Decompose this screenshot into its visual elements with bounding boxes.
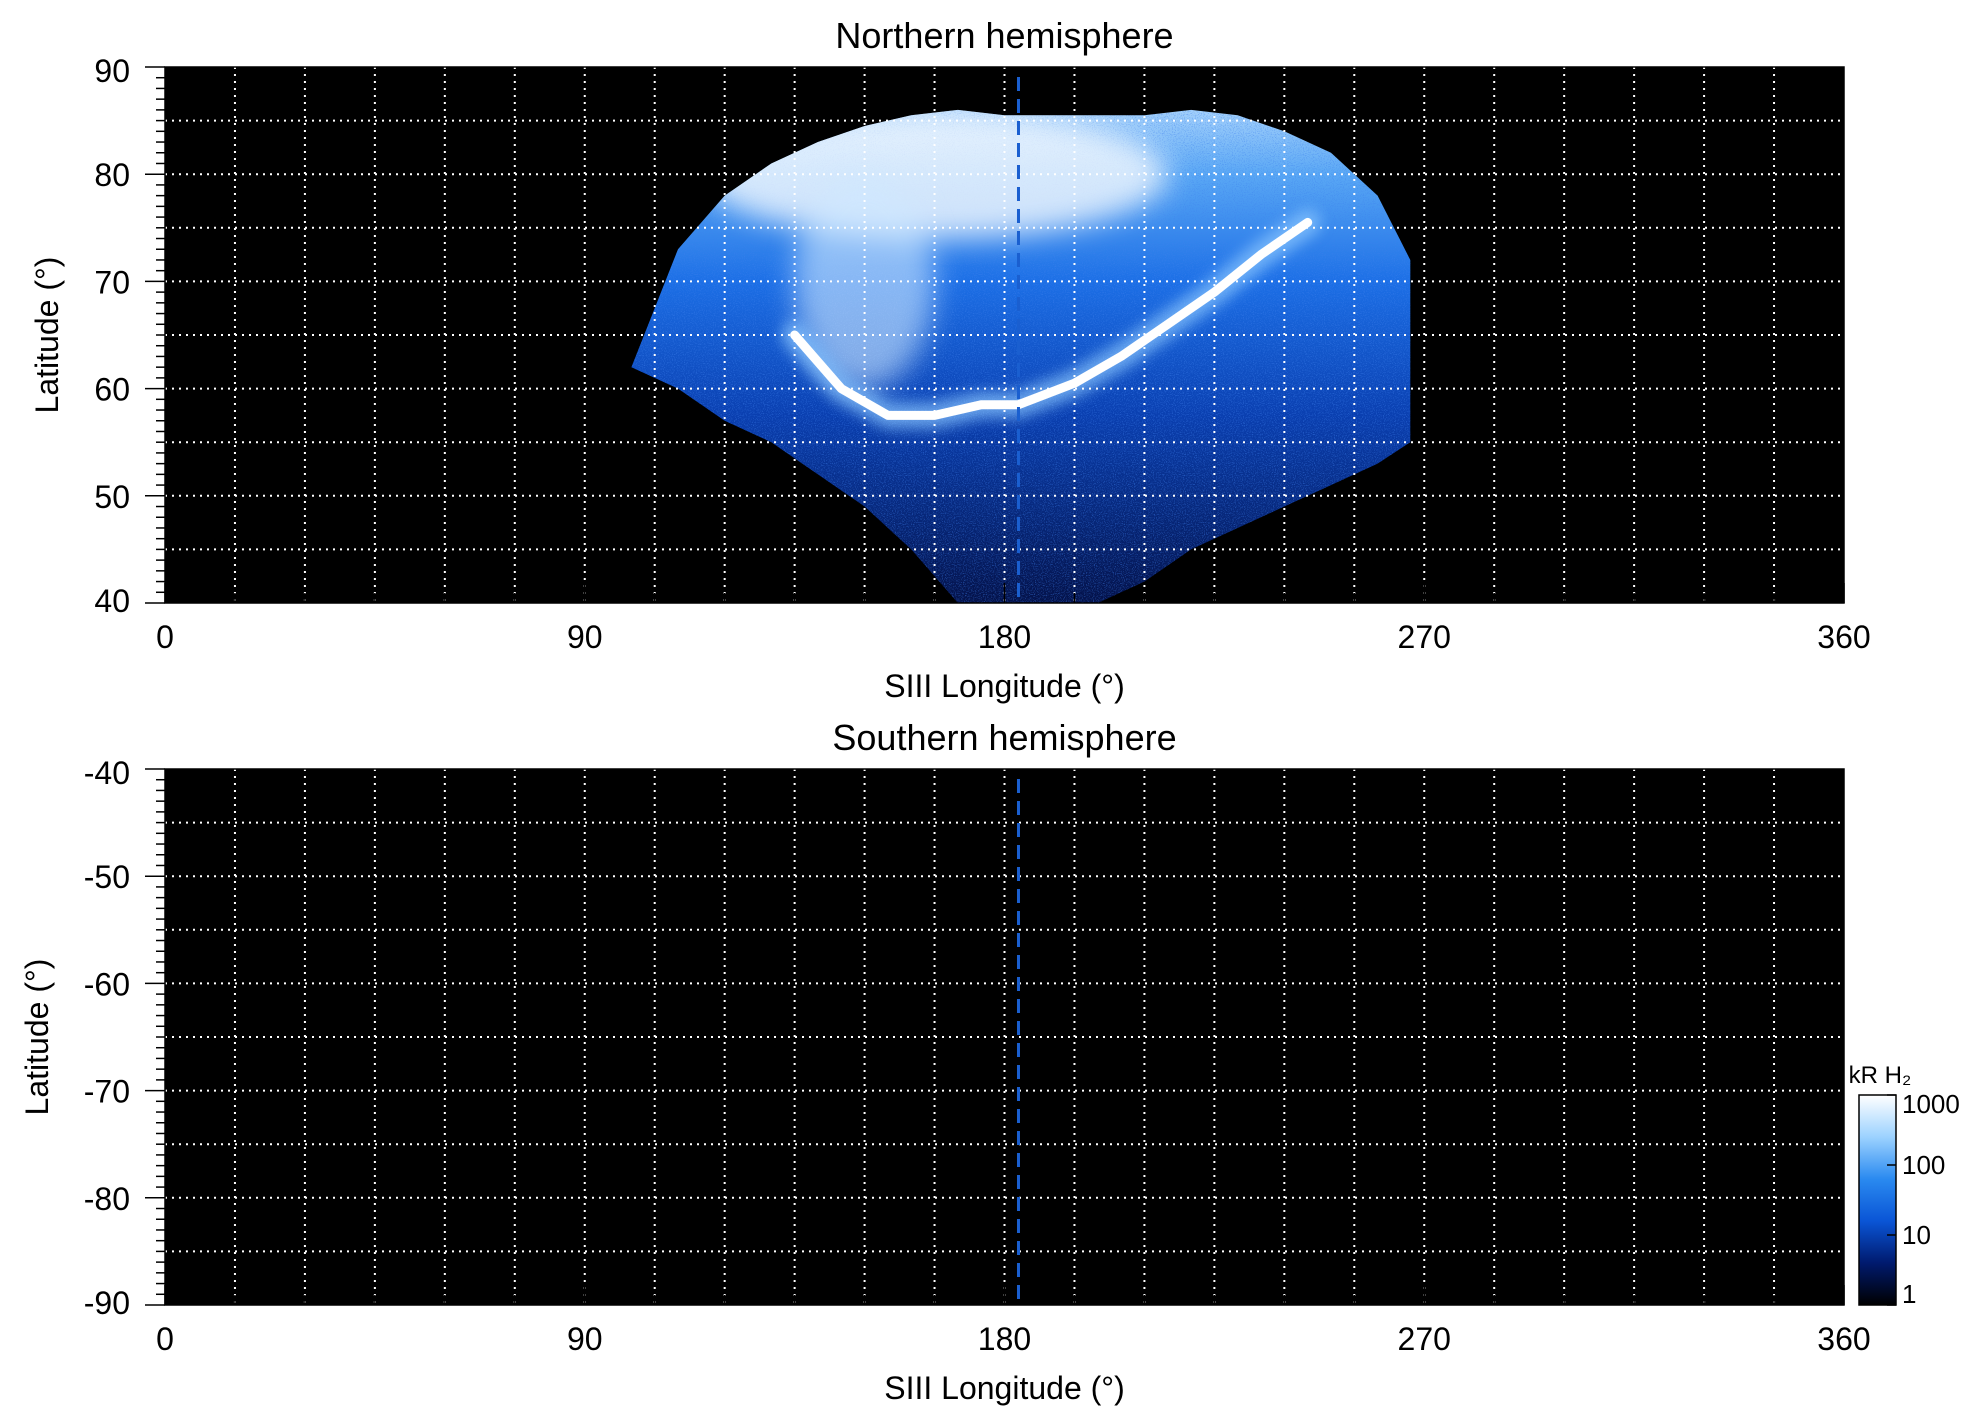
x-tick-label: 0: [156, 1321, 174, 1357]
y-tick-label: 90: [94, 53, 130, 89]
north-x-axis: 0 90 180 270 360: [156, 583, 1871, 655]
y-tick-label: -40: [84, 755, 130, 791]
x-tick-label: 0: [156, 619, 174, 655]
north-x-axis-label: SIII Longitude (°): [884, 668, 1124, 704]
north-y-axis: 40 50 60 70 80 90: [94, 53, 165, 619]
colorbar-label: kR H₂: [1849, 1062, 1912, 1089]
y-tick-label: -50: [84, 859, 130, 895]
x-tick-label: 180: [978, 619, 1031, 655]
x-tick-label: 360: [1817, 619, 1870, 655]
y-tick-label: 60: [94, 372, 130, 408]
south-grid: [165, 769, 1844, 1305]
y-tick-label: 50: [94, 479, 130, 515]
colorbar-ticks: 1000 100 10 1: [1887, 1089, 1960, 1309]
colorbar-gradient: [1858, 1094, 1897, 1306]
main-oval: [790, 217, 1313, 420]
north-emission-map: [631, 109, 1411, 603]
x-tick-label: 90: [567, 1321, 603, 1357]
y-tick-label: -70: [84, 1074, 130, 1110]
y-tick-label: 80: [94, 157, 130, 193]
south-title: Southern hemisphere: [832, 717, 1176, 758]
north-title: Northern hemisphere: [835, 15, 1173, 56]
south-x-axis-label: SIII Longitude (°): [884, 1370, 1124, 1406]
polar-spot: [794, 174, 935, 389]
emission-region: [631, 109, 1411, 603]
y-tick-label: -80: [84, 1181, 130, 1217]
colorbar-tick-label: 10: [1902, 1220, 1931, 1250]
x-tick-label: 270: [1398, 1321, 1451, 1357]
colorbar-tick-label: 1000: [1902, 1089, 1960, 1119]
south-x-axis: 0 90 180 270 360: [156, 1285, 1871, 1357]
south-y-axis: -40 -50 -60 -70 -80 -90: [84, 755, 165, 1321]
colorbar-tick-label: 100: [1902, 1150, 1945, 1180]
north-grid: [165, 67, 1844, 603]
y-tick-label: -60: [84, 966, 130, 1002]
y-tick-label: 40: [94, 583, 130, 619]
colorbar-tick-label: 1: [1902, 1279, 1916, 1309]
south-panel: Southern hemisphere -40 -50 -60 -70 -80 -90 0…: [19, 717, 1871, 1406]
north-y-axis-label: Latitude (°): [29, 257, 65, 414]
x-tick-label: 180: [978, 1321, 1031, 1357]
x-tick-label: 90: [567, 619, 603, 655]
south-y-axis-label: Latitude (°): [19, 959, 55, 1116]
x-tick-label: 270: [1398, 619, 1451, 655]
x-tick-label: 360: [1817, 1321, 1870, 1357]
north-panel: Northern hemisphere 40 50 60 70 80 90 0 90 180 2…: [29, 15, 1871, 704]
colorbar: kR H₂ 1000 100 10 1: [1849, 1062, 1960, 1309]
y-tick-label: -90: [84, 1285, 130, 1321]
y-tick-label: 70: [94, 264, 130, 300]
